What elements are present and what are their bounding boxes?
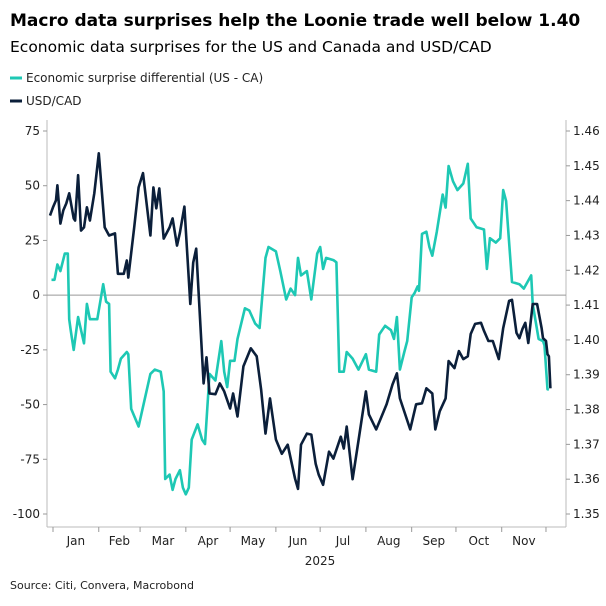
x-tick-label: Nov <box>512 534 535 548</box>
right-tick-label: 1.46 <box>573 124 600 138</box>
left-tick-label: 50 <box>25 179 40 193</box>
left-tick-label: -75 <box>20 452 40 466</box>
x-tick-label: Aug <box>377 534 400 548</box>
right-tick-label: 1.39 <box>573 368 600 382</box>
x-tick-label: Jun <box>288 534 308 548</box>
left-tick-label: -100 <box>13 507 40 521</box>
right-tick-label: 1.42 <box>573 263 600 277</box>
left-tick-label: -50 <box>20 398 40 412</box>
left-tick-label: -25 <box>20 343 40 357</box>
right-tick-label: 1.36 <box>573 472 600 486</box>
right-tick-label: 1.44 <box>573 194 600 208</box>
legend-label-surprise: Economic surprise differential (US - CA) <box>26 71 263 85</box>
axes <box>46 120 567 528</box>
left-tick-label: 25 <box>25 233 40 247</box>
x-axis-year-label: 2025 <box>305 554 336 568</box>
x-tick-label: Oct <box>468 534 489 548</box>
x-tick-label: Mar <box>152 534 175 548</box>
chart-subtitle: Economic data surprises for the US and C… <box>10 38 492 56</box>
x-tick-label: May <box>241 534 266 548</box>
legend: Economic surprise differential (US - CA)… <box>10 71 263 108</box>
right-tick-label: 1.37 <box>573 437 600 451</box>
series-group <box>48 152 552 496</box>
right-tick-label: 1.35 <box>573 507 600 521</box>
chart-title: Macro data surprises help the Loonie tra… <box>10 11 580 31</box>
x-tick-label: Sep <box>422 534 445 548</box>
right-tick-label: 1.41 <box>573 298 600 312</box>
legend-label-usdcad: USD/CAD <box>26 94 82 108</box>
x-tick-label: Feb <box>109 534 130 548</box>
left-tick-label: 75 <box>25 124 40 138</box>
x-tick-label: Jan <box>66 534 86 548</box>
right-tick-label: 1.38 <box>573 403 600 417</box>
x-tick-label: Jul <box>335 534 350 548</box>
surprise-differential-line <box>51 162 549 496</box>
right-tick-label: 1.40 <box>573 333 600 347</box>
right-tick-label: 1.45 <box>573 159 600 173</box>
usdcad-line <box>48 152 552 491</box>
source-note: Source: Citi, Convera, Macrobond <box>10 579 194 592</box>
x-ticks: Jan Feb Mar Apr May Jun Jul Aug Sep Oct Nov <box>52 527 547 548</box>
x-tick-label: Apr <box>198 534 219 548</box>
left-tick-label: 0 <box>32 288 40 302</box>
right-tick-label: 1.43 <box>573 228 600 242</box>
left-y-ticks: 75 50 25 0 -25 -50 -75 -100 <box>13 124 47 521</box>
right-y-ticks: 1.46 1.45 1.44 1.43 1.42 1.41 1.40 1.39 1.38 1.37… <box>566 124 600 521</box>
